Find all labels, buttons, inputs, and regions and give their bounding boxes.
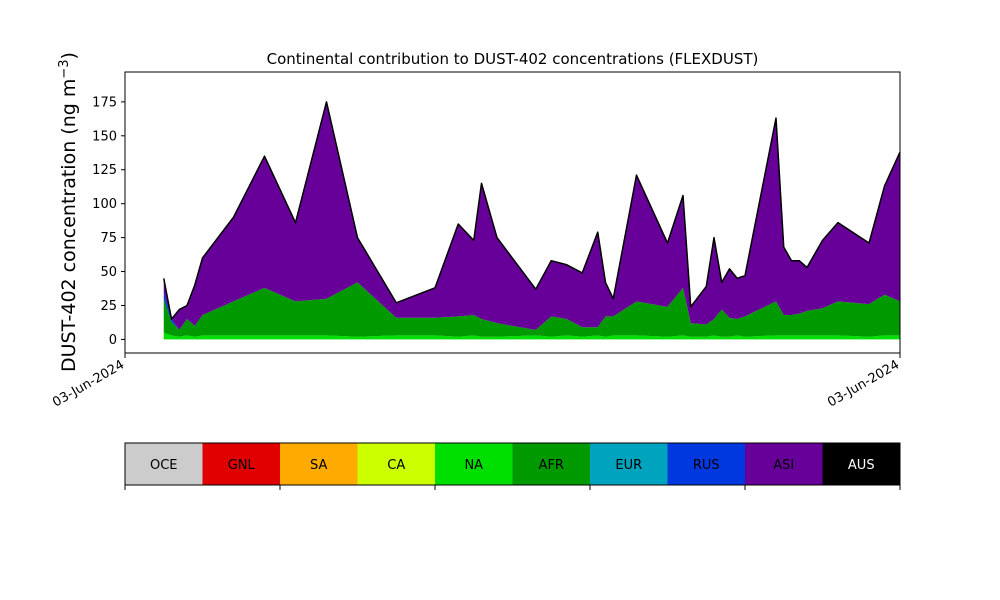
y-tick-label: 125 <box>92 163 117 178</box>
x-tick-label: 03-Jun-2024 <box>825 357 902 410</box>
y-tick-label: 75 <box>100 231 117 246</box>
total-line <box>163 101 901 320</box>
legend-label-oce: OCE <box>150 458 178 473</box>
area-series-asi <box>163 101 900 330</box>
y-tick-label: 50 <box>100 265 117 280</box>
y-tick-label: 25 <box>100 299 117 314</box>
legend-swatch-na <box>435 443 513 485</box>
plot-frame <box>124 71 901 354</box>
legend-swatch-asi <box>745 443 823 485</box>
legend-label-eur: EUR <box>615 458 642 473</box>
y-tick-label: 150 <box>92 129 117 144</box>
y-tick-label: 175 <box>92 95 117 110</box>
y-tick-label: 0 <box>109 333 117 348</box>
legend-label-rus: RUS <box>693 458 720 473</box>
legend-swatch-gnl <box>202 443 280 485</box>
y-tick-label: 100 <box>92 197 117 212</box>
legend-swatch-rus <box>667 443 745 485</box>
legend-label-sa: SA <box>310 458 327 473</box>
legend-swatch-afr <box>512 443 590 485</box>
y-axis-label: DUST-402 concentration (ng m−3) <box>57 52 81 372</box>
legend-label-gnl: GNL <box>228 458 256 473</box>
legend-label-aus: AUS <box>848 458 875 473</box>
legend-swatch-eur <box>590 443 668 485</box>
legend-swatch-oce <box>125 443 203 485</box>
legend-swatch-ca <box>357 443 435 485</box>
legend: OCE GNL SA CA NA AFR EUR RUS ASI AUS <box>124 442 901 490</box>
legend-label-afr: AFR <box>539 458 564 473</box>
legend-frame <box>124 442 901 486</box>
legend-swatch-aus <box>822 443 900 485</box>
area-series-afr <box>163 282 900 337</box>
legend-label-ca: CA <box>387 458 405 473</box>
chart-title: Continental contribution to DUST-402 con… <box>267 50 759 68</box>
legend-label-asi: ASI <box>773 458 794 473</box>
area-series-na <box>163 332 900 340</box>
plot-area <box>125 72 901 353</box>
legend-label-na: NA <box>464 458 483 473</box>
legend-swatch-sa <box>280 443 358 485</box>
